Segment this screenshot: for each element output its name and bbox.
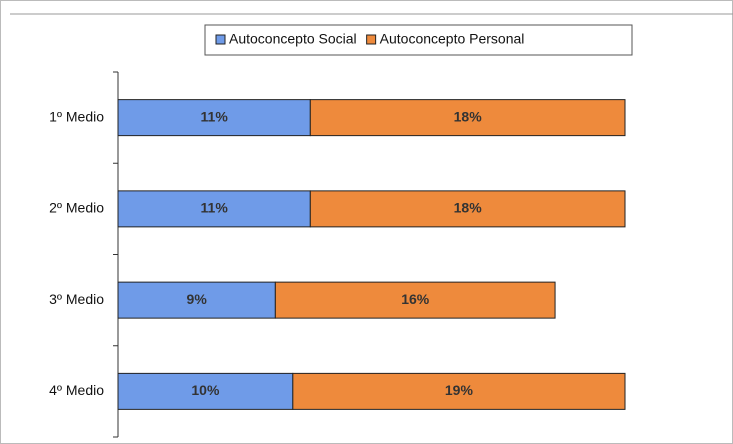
y-tick-label: 4º Medio [49, 382, 104, 398]
data-label: 18% [454, 108, 483, 124]
data-label: 16% [401, 291, 430, 307]
bar-segment [309, 190, 626, 228]
bar-segment [117, 372, 294, 410]
legend-label: Autoconcepto Personal [380, 31, 525, 47]
legend-label: Autoconcepto Social [229, 31, 357, 47]
bar-segment [309, 99, 626, 137]
y-tick-label: 3º Medio [49, 291, 104, 307]
data-label: 11% [201, 108, 229, 124]
bar-segment [292, 372, 626, 410]
bar-segment [274, 281, 556, 319]
y-tick-label: 2º Medio [49, 200, 104, 216]
legend-swatch [366, 34, 377, 45]
bar-segment [117, 190, 311, 228]
legend-swatch [215, 34, 226, 45]
bar-segment [117, 99, 311, 137]
data-label: 19% [445, 382, 474, 398]
y-tick-label: 1º Medio [49, 108, 104, 124]
legend-box [204, 24, 633, 56]
data-label: 9% [187, 291, 208, 307]
data-label: 10% [191, 382, 220, 398]
data-label: 11% [201, 200, 229, 216]
data-label: 18% [454, 200, 483, 216]
